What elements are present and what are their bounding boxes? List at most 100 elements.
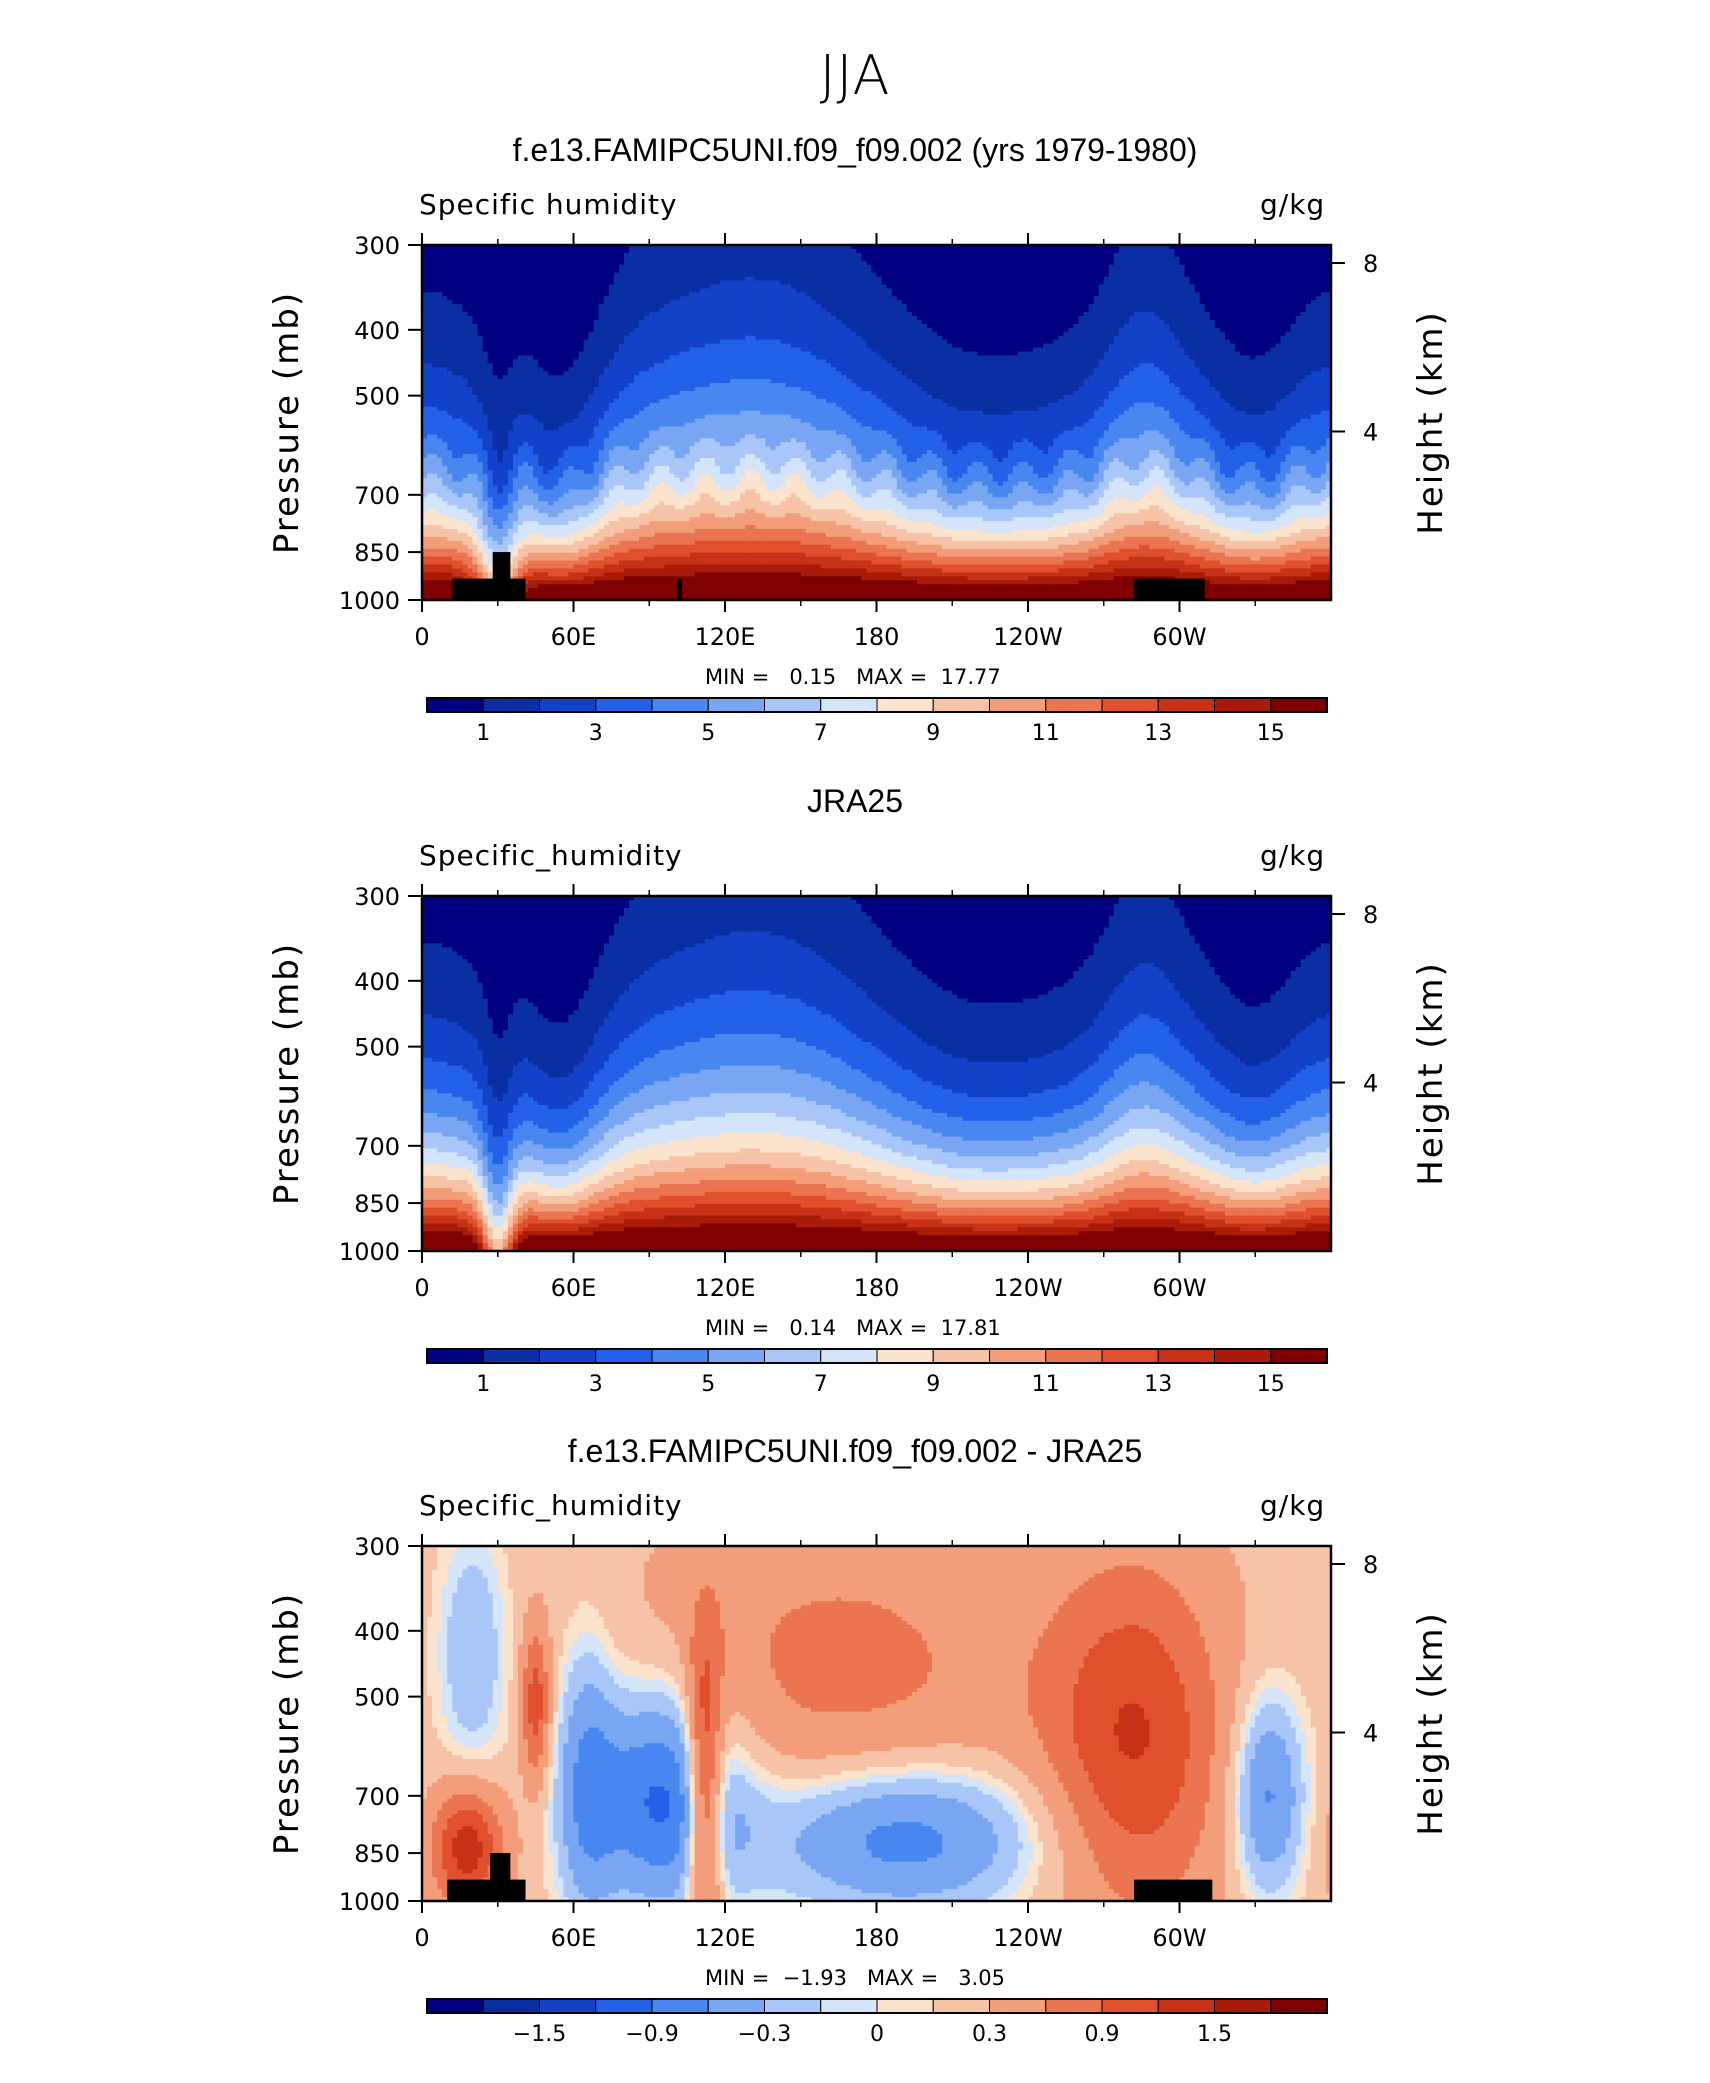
contour-cell xyxy=(826,1129,832,1145)
contour-cell xyxy=(816,1010,822,1050)
contour-cell xyxy=(543,1231,549,1236)
contour-cell xyxy=(619,1212,625,1224)
contour-cell xyxy=(1068,328,1074,396)
contour-cell xyxy=(437,497,443,513)
contour-cell xyxy=(483,1156,489,1176)
contour-cell xyxy=(452,1216,458,1224)
contour-cell xyxy=(700,1223,706,1251)
contour-cell xyxy=(589,537,595,545)
contour-cell xyxy=(609,896,615,936)
contour-cell xyxy=(796,387,802,419)
contour-cell xyxy=(861,1156,867,1168)
contour-cell xyxy=(1089,494,1095,506)
contour-cell xyxy=(1013,1168,1019,1180)
contour-cell xyxy=(584,991,590,1055)
contour-cell xyxy=(725,1152,731,1164)
contour-cell xyxy=(639,1148,645,1164)
contour-cell xyxy=(1180,561,1186,573)
contour-cell xyxy=(781,553,787,565)
contour-cell xyxy=(1008,572,1014,580)
contour-cell xyxy=(594,1074,600,1106)
contour-cell xyxy=(877,896,883,928)
contour-cell xyxy=(811,509,817,521)
colorbar-swatch xyxy=(1158,698,1214,712)
contour-cell xyxy=(639,525,645,537)
contour-cell xyxy=(1058,1050,1064,1086)
colorbar-swatch xyxy=(652,698,708,712)
contour-cell xyxy=(851,249,857,332)
contour-cell xyxy=(1190,359,1196,403)
contour-cell xyxy=(836,576,842,600)
contour-cell xyxy=(1063,983,1069,1047)
contour-cell xyxy=(942,1089,948,1113)
contour-cell xyxy=(553,501,559,517)
contour-cell xyxy=(1058,584,1064,600)
contour-cell xyxy=(786,1038,792,1070)
contour-cell xyxy=(967,1216,973,1224)
contour-cell xyxy=(1291,568,1297,576)
contour-cell xyxy=(750,245,756,277)
contour-cell xyxy=(1286,245,1292,332)
contour-cell xyxy=(518,509,524,525)
contour-cell xyxy=(1306,529,1312,541)
contour-cell xyxy=(841,1227,847,1251)
contour-cell xyxy=(1028,501,1034,517)
contour-cell xyxy=(957,572,963,577)
contour-cell xyxy=(730,932,736,992)
contour-cell xyxy=(770,1216,776,1224)
contour-cell xyxy=(715,935,721,995)
contour-cell xyxy=(624,446,630,470)
contour-cell xyxy=(720,553,726,565)
contour-cell xyxy=(1023,352,1029,412)
contour-cell xyxy=(786,1093,792,1117)
contour-cell xyxy=(715,1168,721,1180)
contour-cell xyxy=(1058,1188,1064,1196)
contour-cell xyxy=(462,1219,468,1227)
contour-cell xyxy=(760,1164,766,1180)
contour-cell xyxy=(1134,525,1140,537)
contour-cell xyxy=(1321,474,1327,490)
contour-cell xyxy=(836,525,842,537)
contour-cell xyxy=(473,245,479,324)
contour-cell xyxy=(599,576,605,581)
contour-cell xyxy=(685,1141,691,1157)
contour-cell xyxy=(856,568,862,576)
contour-cell xyxy=(1210,584,1216,600)
contour-cell xyxy=(897,1137,903,1153)
contour-cell xyxy=(563,1219,569,1224)
contour-cell xyxy=(503,521,509,537)
contour-cell xyxy=(892,1164,898,1176)
contour-cell xyxy=(1129,245,1135,317)
contour-cell xyxy=(659,446,665,466)
contour-cell xyxy=(720,1204,726,1216)
contour-cell xyxy=(796,292,802,348)
contour-cell xyxy=(1073,1077,1079,1105)
contour-cell xyxy=(1301,446,1307,466)
contour-cell xyxy=(467,1101,473,1125)
contour-cell xyxy=(639,568,645,576)
contour-cell xyxy=(1018,1168,1024,1180)
contour-cell xyxy=(967,557,973,565)
contour-cell xyxy=(796,245,802,293)
contour-cell xyxy=(811,533,817,545)
contour-cell xyxy=(781,1204,787,1216)
contour-cell xyxy=(841,1133,847,1149)
contour-cell xyxy=(1174,541,1180,553)
contour-cell xyxy=(952,896,958,995)
contour-cell xyxy=(811,545,817,557)
contour-cell xyxy=(952,1216,958,1224)
contour-cell xyxy=(1174,478,1180,494)
contour-cell xyxy=(983,1223,989,1231)
contour-cell xyxy=(846,1030,852,1066)
contour-cell xyxy=(760,501,766,513)
contour-cell xyxy=(1063,1204,1069,1212)
contour-cell xyxy=(720,896,726,936)
contour-cell xyxy=(1048,557,1054,565)
contour-cell xyxy=(922,426,928,454)
contour-cell xyxy=(664,533,670,545)
contour-cell xyxy=(1270,576,1276,584)
contour-cell xyxy=(1205,462,1211,482)
contour-cell xyxy=(1301,419,1307,447)
contour-cell xyxy=(1180,553,1186,561)
contour-cell xyxy=(1018,549,1024,557)
